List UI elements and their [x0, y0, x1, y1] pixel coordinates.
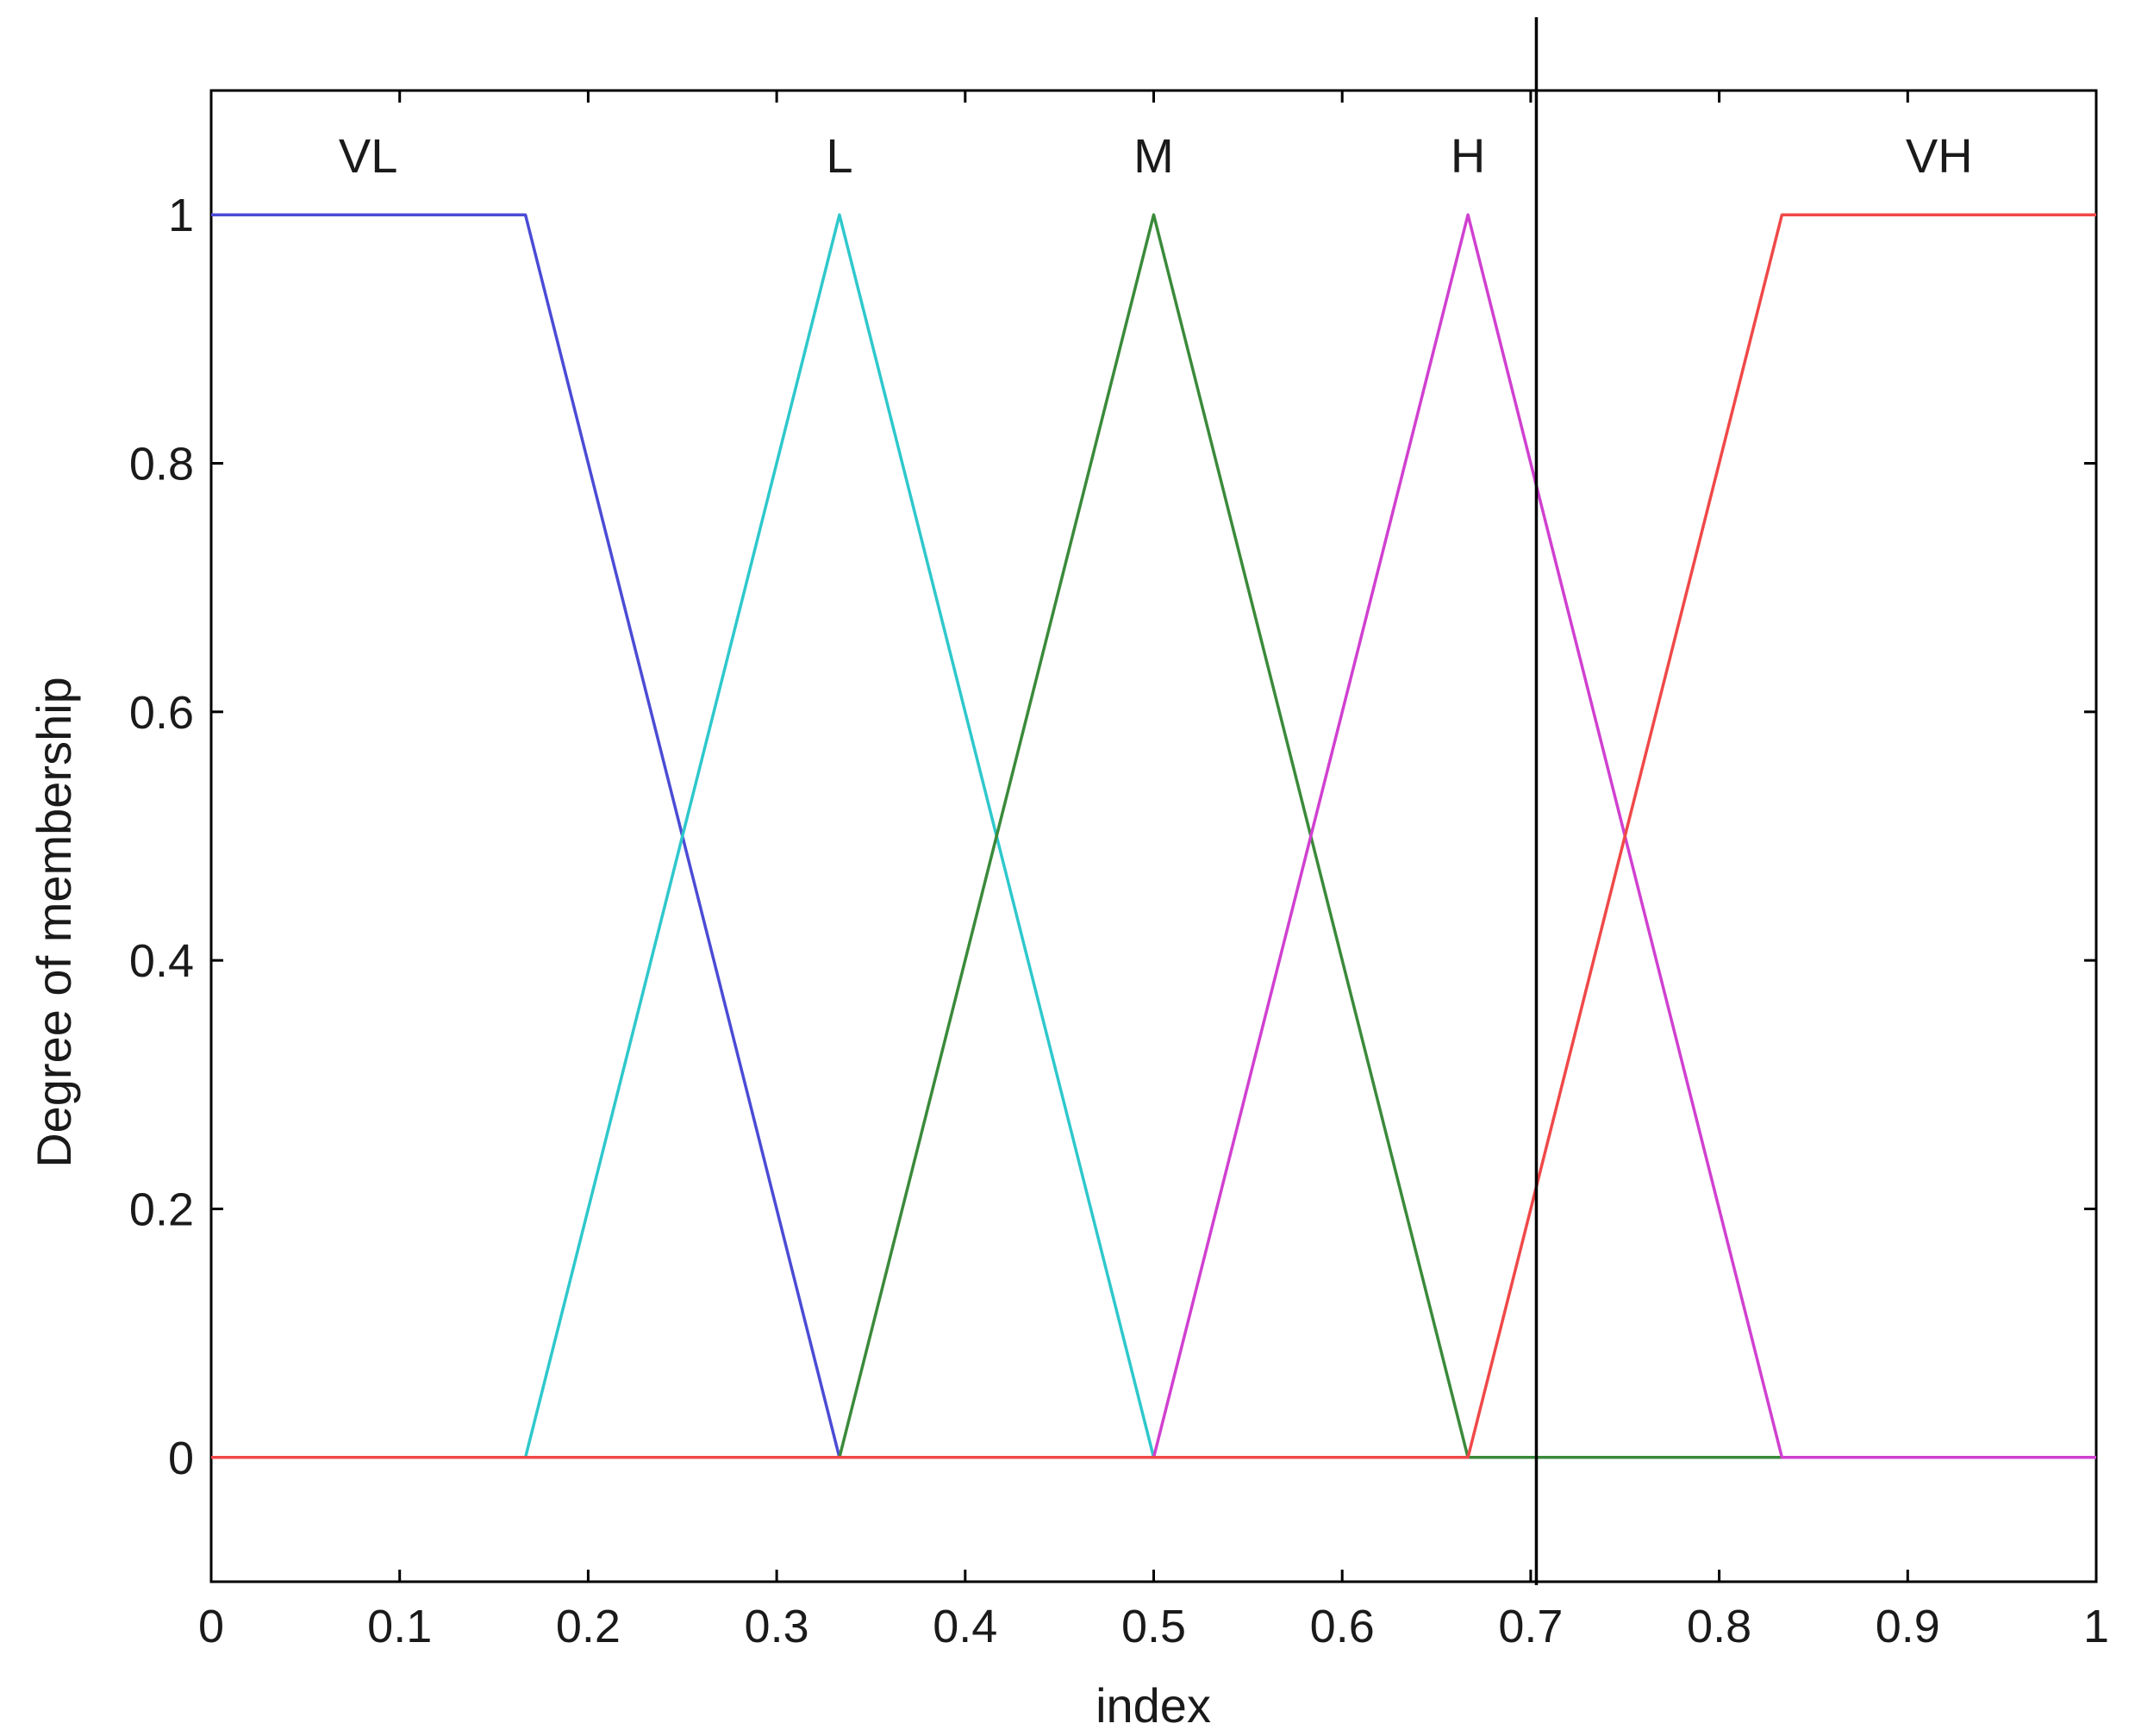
x-tick-label: 0.6	[1310, 1601, 1375, 1652]
mf-label-m: M	[1133, 128, 1174, 183]
plot-area	[209, 89, 2098, 1583]
y-tick-label: 0	[168, 1433, 194, 1484]
y-tick-label: 0.4	[129, 935, 194, 987]
y-tick-labels: 0 0.2 0.4 0.6 0.8 1	[129, 190, 194, 1484]
x-tick-labels: 0 0.1 0.2 0.3 0.4 0.5 0.6 0.7 0.8 0.9 1	[198, 1601, 2109, 1652]
x-tick-label: 0.2	[556, 1601, 621, 1652]
mf-label-vl: VL	[339, 128, 398, 183]
y-tick-label: 0.2	[129, 1184, 194, 1236]
x-tick-label: 0.3	[745, 1601, 809, 1652]
y-axis-label: Degree of membership	[27, 677, 81, 1168]
series-line-vh	[211, 213, 2096, 1459]
y-tick-label: 0.6	[129, 687, 194, 739]
mf-label-vh: VH	[1906, 128, 1973, 183]
x-tick-label: 0.5	[1121, 1601, 1186, 1652]
mf-label-l: L	[826, 128, 852, 183]
x-tick-label: 0.4	[933, 1601, 997, 1652]
x-tick-label: 0.7	[1498, 1601, 1563, 1652]
x-tick-label: 0.9	[1876, 1601, 1940, 1652]
x-tick-label: 0	[198, 1601, 224, 1652]
x-tick-label: 0.8	[1687, 1601, 1751, 1652]
y-tick-label: 1	[168, 190, 194, 241]
mf-label-h: H	[1451, 128, 1485, 183]
x-tick-label: 1	[2083, 1601, 2109, 1652]
x-tick-label: 0.1	[367, 1601, 432, 1652]
membership-function-labels: VL L M H VH	[339, 128, 1973, 183]
x-axis-label: index	[1096, 1678, 1211, 1733]
y-tick-label: 0.8	[129, 439, 194, 490]
series-lines	[211, 213, 2096, 1459]
